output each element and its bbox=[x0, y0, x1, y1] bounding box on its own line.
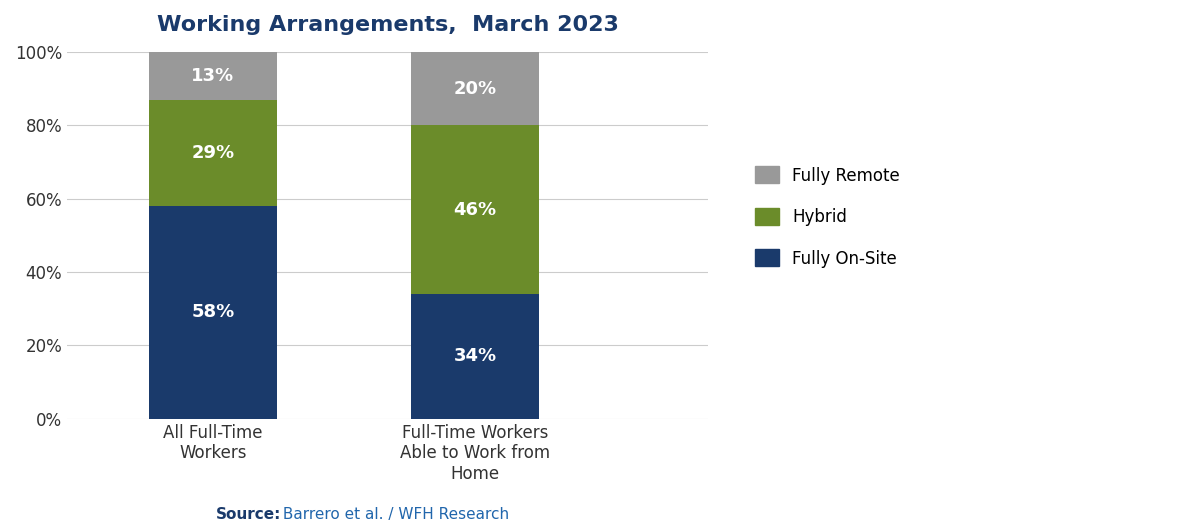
Bar bbox=[149, 206, 277, 419]
Bar bbox=[149, 52, 277, 100]
Text: 13%: 13% bbox=[191, 67, 234, 85]
Title: Working Arrangements,  March 2023: Working Arrangements, March 2023 bbox=[157, 15, 619, 35]
Text: 20%: 20% bbox=[454, 80, 497, 98]
Bar bbox=[412, 52, 539, 125]
Bar bbox=[412, 125, 539, 294]
Text: Source:: Source: bbox=[216, 507, 281, 523]
Legend: Fully Remote, Hybrid, Fully On-Site: Fully Remote, Hybrid, Fully On-Site bbox=[749, 160, 906, 274]
Text: 34%: 34% bbox=[454, 347, 497, 365]
Bar bbox=[412, 294, 539, 419]
Bar bbox=[149, 100, 277, 206]
Text: 58%: 58% bbox=[191, 303, 234, 321]
Text: 29%: 29% bbox=[191, 144, 234, 162]
Text: 46%: 46% bbox=[454, 200, 497, 218]
Text: Barrero et al. / WFH Research: Barrero et al. / WFH Research bbox=[278, 507, 510, 523]
